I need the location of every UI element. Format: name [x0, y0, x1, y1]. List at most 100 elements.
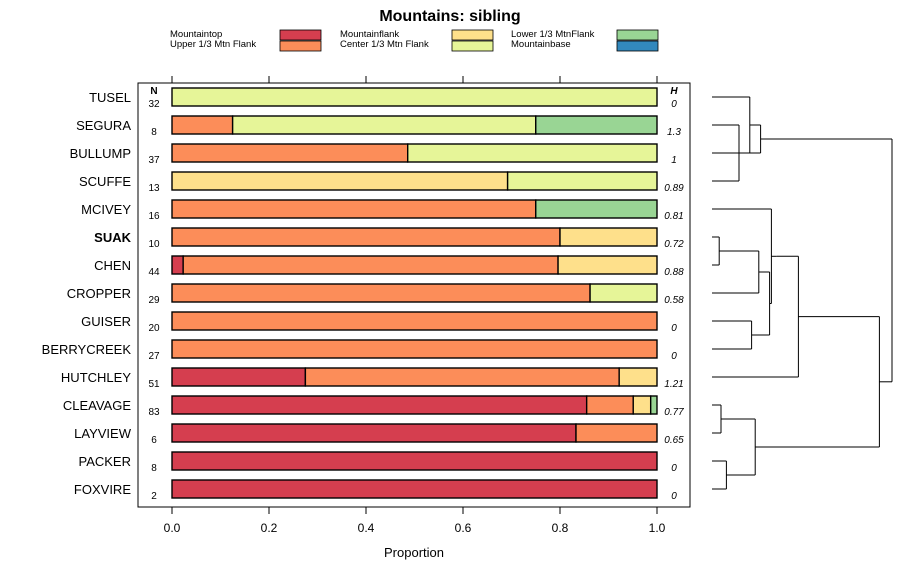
n-value-mcivey: 16 [148, 211, 160, 222]
h-value-chen: 0.88 [664, 267, 684, 278]
h-value-suak: 0.72 [664, 239, 684, 250]
bar-segment-cleavage-upper-1-3-mtn-flank [585, 395, 634, 415]
n-value-guiser: 20 [148, 323, 160, 334]
bar-segment-scuffe-mountainflank [171, 171, 509, 191]
legend-label-lower-1-3-mtnflank: Lower 1/3 MtnFlank [511, 29, 595, 40]
bar-segment-hutchley-mountaintop [171, 367, 307, 387]
h-value-packer: 0 [671, 463, 677, 474]
n-value-bullump: 37 [148, 155, 160, 166]
plot-frame [137, 82, 691, 508]
row-label-suak: SUAK [94, 230, 131, 245]
row-label-cleavage: CLEAVAGE [63, 398, 131, 413]
bar-segment-mcivey-upper-1-3-mtn-flank [171, 199, 537, 219]
h-value-segura: 1.3 [667, 127, 681, 138]
legend-swatch-mountainbase [616, 40, 659, 52]
x-axis: 0.0 0.2 0.4 0.6 0.8 1.0 [164, 76, 666, 535]
x-tick-label-3: 0.6 [455, 521, 472, 535]
bar-segment-bullump-upper-1-3-mtn-flank [171, 143, 409, 163]
row-label-hutchley: HUTCHLEY [61, 370, 131, 385]
bar-segment-cropper-upper-1-3-mtn-flank [171, 283, 591, 303]
legend-swatch-mountaintop [279, 29, 322, 41]
bar-segment-suak-mountainflank [559, 227, 658, 247]
bar-segment-berrycreek-upper-1-3-mtn-flank [171, 339, 658, 359]
row-label-chen: CHEN [94, 258, 131, 273]
legend-label-mountainflank: Mountainflank [340, 29, 399, 40]
n-value-chen: 44 [148, 267, 160, 278]
x-tick-label-5: 1.0 [649, 521, 666, 535]
row-label-tusel: TUSEL [89, 90, 131, 105]
n-value-tusel: 32 [148, 99, 160, 110]
bar-segment-tusel-center-1-3-mtn-flank [171, 87, 658, 107]
bar-segment-bullump-center-1-3-mtn-flank [407, 143, 658, 163]
n-value-scuffe: 13 [148, 183, 160, 194]
bar-segment-cleavage-lower-1-3-mtnflank [649, 395, 658, 415]
n-column-header: N [150, 86, 157, 97]
bar-segment-segura-center-1-3-mtn-flank [231, 115, 537, 135]
row-label-guiser: GUISER [81, 314, 131, 329]
x-tick-label-4: 0.8 [552, 521, 569, 535]
row-label-cropper: CROPPER [67, 286, 131, 301]
x-tick-label-2: 0.4 [358, 521, 375, 535]
row-label-berrycreek: BERRYCREEK [42, 342, 132, 357]
legend-label-mountainbase: Mountainbase [511, 39, 571, 50]
row-label-bullump: BULLUMP [70, 146, 131, 161]
row-label-packer: PACKER [79, 454, 132, 469]
bar-segment-suak-upper-1-3-mtn-flank [171, 227, 561, 247]
bar-segment-cleavage-mountaintop [171, 395, 588, 415]
bar-segment-segura-upper-1-3-mtn-flank [171, 115, 234, 135]
n-value-hutchley: 51 [148, 379, 160, 390]
bar-segment-chen-mountainflank [557, 255, 658, 275]
bar-segment-layview-upper-1-3-mtn-flank [575, 423, 658, 443]
bar-segment-foxvire-mountaintop [171, 479, 658, 499]
legend-swatch-center-1-3-mtn-flank [451, 40, 494, 52]
n-value-berrycreek: 27 [148, 351, 160, 362]
row-labels: TUSEL 32 0 SEGURA 8 1.3 BULLUMP 37 1 SCUFFE 13 0.89… [42, 90, 685, 502]
bar-segment-scuffe-center-1-3-mtn-flank [506, 171, 658, 191]
bar-segment-guiser-upper-1-3-mtn-flank [171, 311, 658, 331]
x-tick-label-0: 0.0 [164, 521, 181, 535]
chart-title: Mountains: sibling [379, 8, 520, 25]
legend-swatch-lower-1-3-mtnflank [616, 29, 659, 41]
bar-segment-hutchley-mountainflank [618, 367, 658, 387]
h-column-header: H [670, 86, 678, 97]
n-value-cleavage: 83 [148, 407, 160, 418]
h-value-mcivey: 0.81 [664, 211, 683, 222]
h-value-tusel: 0 [671, 99, 677, 110]
h-value-layview: 0.65 [664, 435, 684, 446]
bar-segment-chen-mountaintop [171, 255, 184, 275]
n-value-foxvire: 2 [151, 491, 157, 502]
row-label-scuffe: SCUFFE [79, 174, 131, 189]
h-value-foxvire: 0 [671, 491, 677, 502]
legend-swatch-mountainflank [451, 29, 494, 41]
bar-segment-layview-mountaintop [171, 423, 577, 443]
h-value-berrycreek: 0 [671, 351, 677, 362]
h-value-guiser: 0 [671, 323, 677, 334]
bar-segment-segura-lower-1-3-mtnflank [535, 115, 658, 135]
bar-segment-mcivey-lower-1-3-mtnflank [535, 199, 658, 219]
bars [171, 87, 658, 499]
legend-label-upper-1-3-mtn-flank: Upper 1/3 Mtn Flank [170, 39, 256, 50]
legend-swatch-upper-1-3-mtn-flank [279, 40, 322, 52]
row-label-layview: LAYVIEW [74, 426, 132, 441]
h-value-hutchley: 1.21 [664, 379, 683, 390]
row-label-segura: SEGURA [76, 118, 131, 133]
bar-segment-cropper-center-1-3-mtn-flank [589, 283, 658, 303]
row-label-mcivey: MCIVEY [81, 202, 131, 217]
x-axis-title: Proportion [384, 545, 444, 560]
h-value-scuffe: 0.89 [664, 183, 684, 194]
row-label-foxvire: FOXVIRE [74, 482, 131, 497]
legend-label-center-1-3-mtn-flank: Center 1/3 Mtn Flank [340, 39, 429, 50]
n-value-cropper: 29 [148, 295, 160, 306]
n-value-packer: 8 [151, 463, 157, 474]
dendrogram [712, 96, 893, 490]
n-value-layview: 6 [151, 435, 157, 446]
bar-segment-packer-mountaintop [171, 451, 658, 471]
bar-segment-cleavage-mountainflank [632, 395, 652, 415]
n-value-suak: 10 [148, 239, 160, 250]
bar-segment-hutchley-upper-1-3-mtn-flank [304, 367, 620, 387]
legend-label-mountaintop: Mountaintop [170, 29, 222, 40]
h-value-cropper: 0.58 [664, 295, 684, 306]
bar-segment-chen-upper-1-3-mtn-flank [182, 255, 559, 275]
